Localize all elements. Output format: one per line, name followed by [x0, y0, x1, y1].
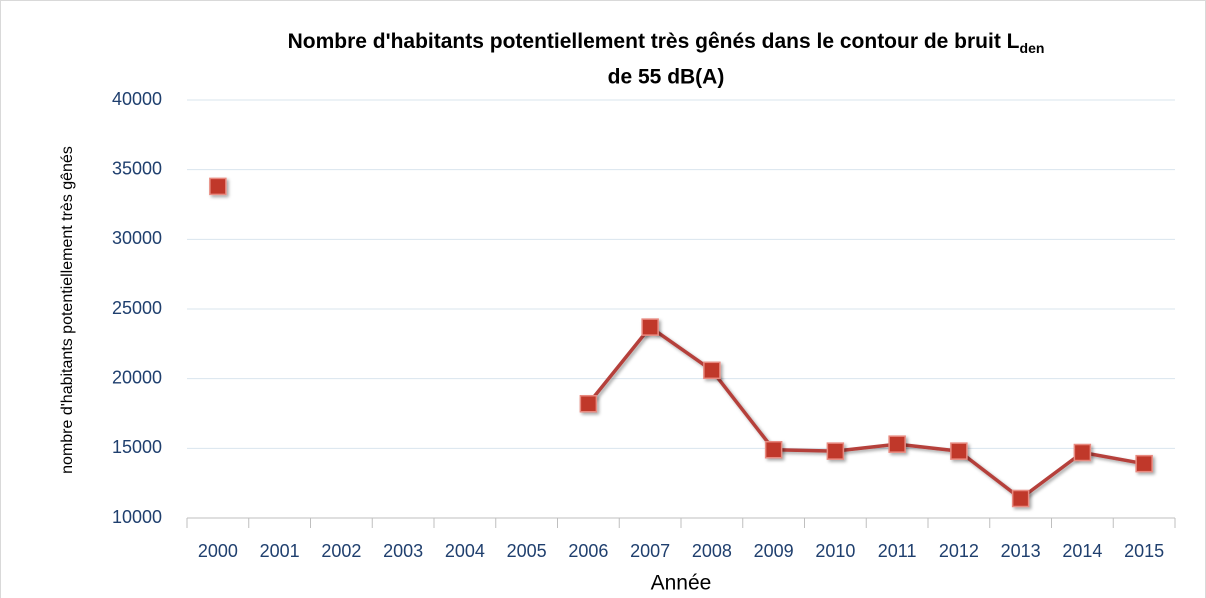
x-tick-label: 2002: [321, 541, 361, 561]
title-subscript: den: [1020, 40, 1045, 56]
x-tick-label: 2009: [754, 541, 794, 561]
chart-title-line2: de 55 dB(A): [608, 66, 725, 89]
x-tick-label: 2015: [1124, 541, 1164, 561]
marker: [950, 442, 968, 460]
marker: [1073, 443, 1092, 462]
y-tick-label: 15000: [112, 437, 162, 457]
series-line: [587, 325, 1145, 501]
y-tick-label: 20000: [112, 367, 162, 387]
marker: [209, 177, 227, 196]
y-tick-label: 30000: [112, 228, 162, 248]
y-tick-label: 10000: [112, 507, 162, 527]
y-tick-label: 40000: [112, 89, 162, 109]
marker: [826, 442, 845, 460]
x-tick-label: 2012: [939, 541, 979, 561]
x-tick-label: 2001: [260, 541, 300, 561]
y-tick-label: 25000: [112, 298, 162, 318]
marker: [888, 435, 906, 453]
x-tick-label: 2007: [630, 541, 670, 561]
chart-title: Nombre d'habitants potentiellement très …: [288, 30, 1045, 56]
marker: [1011, 489, 1030, 508]
marker: [764, 440, 783, 459]
x-tick-label: 2005: [507, 541, 547, 561]
y-tick-label: 35000: [112, 158, 162, 178]
x-tick-label: 2004: [445, 541, 485, 561]
x-tick-label: 2006: [568, 541, 608, 561]
x-axis-label: Année: [651, 572, 712, 595]
x-tick-label: 2013: [1001, 541, 1041, 561]
x-tick-label: 2010: [815, 541, 855, 561]
x-tick-label: 2000: [198, 541, 238, 561]
marker: [641, 318, 659, 336]
x-tick-label: 2003: [383, 541, 423, 561]
marker: [579, 394, 598, 413]
x-tick-label: 2011: [878, 541, 917, 561]
x-tick-label: 2014: [1062, 541, 1102, 561]
marker: [1135, 454, 1153, 473]
y-axis-label: nombre d'habitants potentiellement très …: [59, 146, 76, 474]
marker: [703, 361, 721, 380]
title-text: Nombre d'habitants potentiellement très …: [288, 30, 1020, 53]
x-tick-label: 2008: [692, 541, 732, 561]
